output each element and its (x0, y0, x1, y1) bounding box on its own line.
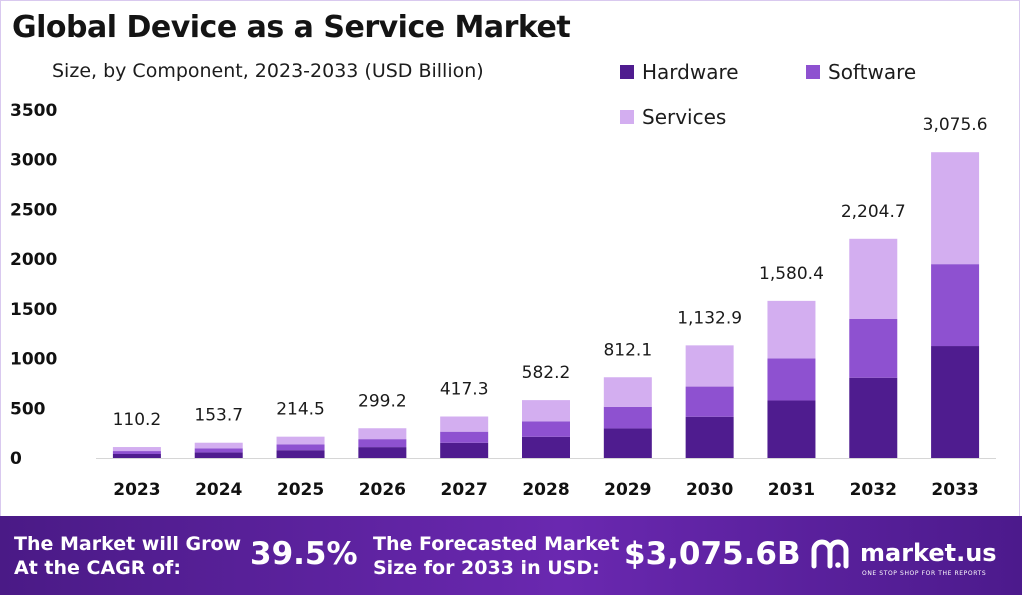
bar-segment-services (685, 345, 734, 387)
forecast-label-line2: Size for 2033 in USD: (373, 557, 600, 579)
y-tick-label: 1000 (10, 350, 57, 370)
forecast-label-line1: The Forecasted Market (373, 533, 620, 555)
x-tick-label: 2030 (686, 480, 733, 500)
bar-total-label: 582.2 (522, 363, 571, 383)
bar-segment-software (440, 431, 489, 443)
x-tick-label: 2025 (277, 480, 324, 500)
brand-name: market.us (860, 539, 997, 567)
bar-segment-software (685, 386, 734, 417)
x-tick-label: 2026 (359, 480, 406, 500)
legend-label-hardware: Hardware (642, 60, 739, 84)
bar-total-label: 417.3 (440, 380, 489, 400)
footer-banner: The Market will Grow At the CAGR of: 39.… (0, 516, 1022, 595)
cagr-label-line2: At the CAGR of: (14, 557, 181, 579)
bar-total-label: 3,075.6 (923, 115, 988, 135)
legend-item-services: Services (620, 105, 726, 129)
legend-label-services: Services (642, 105, 727, 129)
chart-subtitle: Size, by Component, 2023-2033 (USD Billi… (52, 60, 484, 82)
bar-total-label: 812.1 (603, 340, 652, 360)
bar-segment-hardware (931, 346, 980, 458)
x-tick-label: 2029 (604, 480, 651, 500)
bar-segment-software (522, 421, 570, 437)
bar-segment-software (276, 444, 325, 451)
x-tick-label: 2023 (113, 480, 160, 500)
brand-logo: market.us (810, 536, 997, 570)
bar-total-label: 1,132.9 (677, 308, 742, 328)
x-tick-label: 2032 (850, 480, 897, 500)
bar-segment-hardware (603, 428, 652, 458)
legend-swatch-services (620, 110, 634, 124)
bar-segment-hardware (358, 447, 407, 458)
bar-segment-services (849, 238, 898, 319)
y-tick-label: 0 (10, 449, 22, 469)
bar-segment-services (276, 436, 325, 445)
bar-total-label: 299.2 (358, 391, 407, 411)
brand-tagline: ONE STOP SHOP FOR THE REPORTS (862, 570, 987, 577)
bar-segment-hardware (522, 436, 570, 458)
chart-title: Global Device as a Service Market (12, 10, 571, 45)
legend-swatch-software (806, 65, 820, 79)
forecast-label: The Forecasted Market Size for 2033 in U… (373, 532, 619, 580)
stacked-bar-chart: 0 500 1000 1500 2000 2500 3000 3500 110.2 2023 153… (10, 101, 996, 500)
bar-segment-hardware (194, 452, 243, 458)
cagr-value: 39.5% (250, 536, 358, 572)
bar-segment-services (522, 400, 570, 422)
bar-segment-hardware (767, 400, 816, 458)
bar-total-label: 214.5 (276, 400, 325, 420)
y-tick-label: 2500 (10, 200, 57, 220)
legend-item-software: Software (806, 60, 916, 84)
bar-segment-hardware (849, 377, 898, 458)
bar-segment-services (194, 442, 243, 449)
y-tick-label: 500 (10, 399, 46, 419)
bar-segment-services (767, 300, 816, 359)
bar-segment-services (358, 428, 407, 440)
x-tick-label: 2027 (441, 480, 488, 500)
x-tick-label: 2028 (522, 480, 569, 500)
bar-segment-hardware (276, 450, 325, 458)
bar-total-label: 153.7 (194, 406, 243, 426)
bar-segment-services (112, 447, 161, 452)
bar-segment-software (112, 451, 161, 454)
bar-total-label: 2,204.7 (841, 202, 906, 222)
cagr-label-line1: The Market will Grow (14, 533, 242, 555)
bar-segment-software (194, 448, 243, 453)
x-tick-label: 2033 (931, 480, 978, 500)
cagr-label: The Market will Grow At the CAGR of: (14, 532, 241, 580)
market-us-logo-icon (811, 539, 849, 569)
legend-label-software: Software (828, 60, 917, 84)
bar-segment-services (931, 152, 980, 265)
forecast-value: $3,075.6B (624, 536, 801, 572)
y-tick-label: 3000 (10, 151, 57, 171)
x-tick-label: 2024 (195, 480, 242, 500)
bar-total-label: 110.2 (113, 410, 162, 430)
bar-segment-hardware (440, 442, 489, 458)
bar-segment-software (358, 439, 407, 448)
bar-total-label: 1,580.4 (759, 264, 824, 284)
y-tick-label: 3500 (10, 101, 57, 121)
bar-segment-software (931, 264, 980, 347)
y-tick-label: 2000 (10, 250, 57, 270)
bar-segment-software (767, 358, 816, 401)
bar-segment-software (603, 406, 652, 429)
bar-segment-software (849, 318, 898, 378)
bar-segment-services (440, 416, 489, 432)
legend-swatch-hardware (620, 65, 634, 79)
bar-segment-hardware (112, 453, 161, 458)
y-tick-label: 1500 (10, 300, 57, 320)
bar-segment-services (603, 377, 652, 407)
bar-segment-hardware (685, 416, 734, 458)
x-tick-label: 2031 (768, 480, 815, 500)
legend-item-hardware: Hardware (620, 60, 739, 84)
